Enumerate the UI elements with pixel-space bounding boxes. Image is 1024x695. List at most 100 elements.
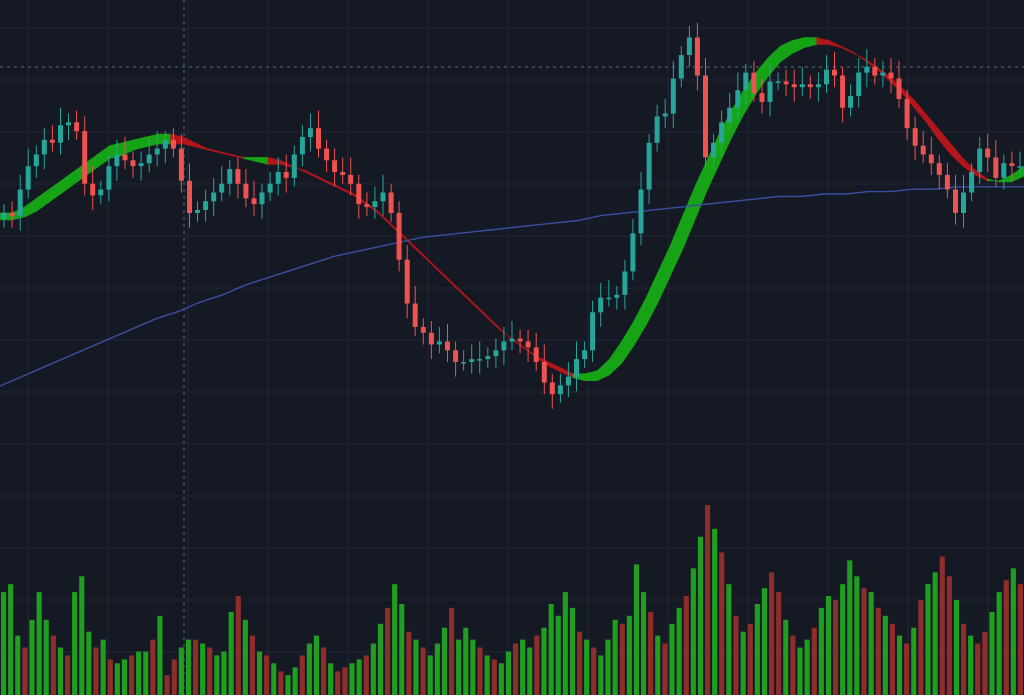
candle-down — [872, 66, 878, 76]
volume-bar — [605, 639, 611, 695]
candle-down — [840, 75, 846, 108]
candle-up — [630, 233, 636, 272]
volume-bar — [79, 576, 85, 695]
candle-up — [638, 189, 644, 234]
volume-bar — [406, 631, 412, 695]
candle-up — [775, 81, 781, 83]
volume-bar — [520, 639, 526, 695]
volume-bar — [569, 607, 575, 695]
candle-down — [170, 139, 176, 149]
candle-up — [219, 183, 225, 193]
volume-bar — [171, 659, 177, 695]
candle-up — [17, 189, 23, 216]
volume-bar — [548, 604, 554, 695]
candle-down — [388, 192, 394, 213]
candle-up — [582, 350, 588, 360]
volume-bar — [939, 556, 945, 695]
volume-bar — [185, 639, 191, 695]
volume-bar — [370, 643, 376, 695]
volume-bar — [242, 619, 248, 695]
volume-bar — [164, 675, 170, 695]
candle-up — [493, 350, 499, 357]
volume-bar — [505, 651, 511, 695]
volume-bar — [150, 639, 156, 695]
volume-bar — [207, 647, 213, 695]
candle-down — [122, 154, 128, 161]
volume-bar — [249, 635, 255, 695]
volume-bar — [527, 647, 533, 695]
candle-up — [501, 341, 507, 351]
volume-bar — [399, 604, 405, 695]
volume-bar — [235, 596, 241, 695]
volume-bar — [641, 592, 647, 695]
candle-down — [791, 84, 797, 88]
volume-bar — [562, 592, 568, 695]
candle-up — [58, 125, 63, 143]
candle-down — [340, 172, 346, 175]
volume-bar — [953, 600, 959, 695]
candle-up — [719, 122, 725, 143]
candle-down — [953, 189, 958, 213]
candle-up — [275, 172, 281, 184]
candle-up — [743, 72, 749, 91]
candle-down — [541, 362, 547, 383]
candle-down — [517, 338, 523, 342]
volume-bar — [897, 635, 903, 695]
candle-down — [251, 198, 257, 205]
candle-down — [453, 350, 459, 362]
volume-bar — [989, 611, 995, 695]
volume-bar — [747, 623, 753, 695]
candle-down — [832, 69, 837, 76]
volume-bar — [676, 607, 682, 695]
candle-up — [372, 201, 378, 207]
candle-down — [178, 148, 184, 181]
candle-down — [759, 93, 765, 102]
volume-bar — [136, 651, 142, 695]
candle-up — [380, 192, 386, 202]
volume-bar — [626, 615, 632, 695]
volume-bar — [811, 627, 817, 695]
volume-bar — [889, 623, 895, 695]
candle-down — [888, 72, 894, 79]
volume-bar — [961, 623, 967, 695]
volume-bar — [662, 643, 668, 695]
volume-bar — [1017, 584, 1023, 695]
volume-bar — [50, 635, 56, 695]
candle-up — [864, 66, 870, 73]
volume-bar — [456, 639, 462, 695]
volume-bar — [584, 639, 590, 695]
volume-bar — [143, 651, 149, 695]
candle-up — [711, 142, 717, 158]
volume-bar — [726, 584, 732, 695]
volume-bar — [761, 588, 767, 695]
candle-up — [114, 154, 120, 167]
candle-up — [461, 362, 467, 364]
candle-up — [1017, 166, 1023, 168]
volume-bar — [591, 647, 597, 695]
candle-down — [348, 174, 354, 184]
volume-bar — [534, 635, 540, 695]
candle-down — [187, 180, 192, 213]
volume-bar — [356, 659, 362, 695]
candle-up — [25, 166, 31, 190]
volume-bar — [8, 584, 14, 695]
candle-up — [33, 154, 39, 167]
candle-up — [880, 72, 886, 76]
candle-down — [283, 172, 289, 178]
volume-bar — [712, 528, 718, 695]
volume-bar — [776, 592, 782, 695]
candle-up — [267, 183, 273, 193]
volume-bar — [36, 592, 42, 695]
volume-bar — [633, 564, 639, 695]
candle-up — [477, 359, 483, 361]
volume-bar — [925, 584, 931, 695]
candle-down — [912, 128, 918, 146]
volume-bar — [833, 600, 839, 695]
volume-bar — [114, 663, 120, 695]
volume-bar — [918, 600, 924, 695]
volume-bar — [278, 671, 284, 695]
candle-down — [49, 139, 55, 143]
